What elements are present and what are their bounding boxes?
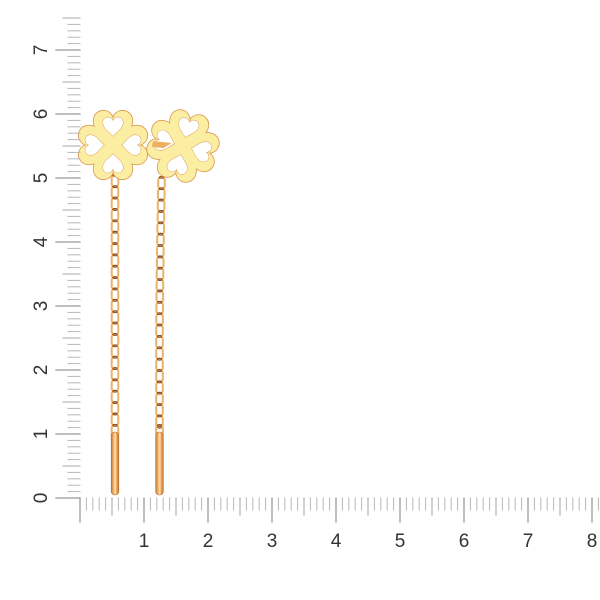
svg-text:2: 2 <box>203 531 214 552</box>
svg-text:6: 6 <box>31 109 52 120</box>
svg-text:5: 5 <box>395 531 406 552</box>
svg-text:0: 0 <box>31 493 52 504</box>
svg-text:8: 8 <box>587 531 598 552</box>
svg-text:5: 5 <box>31 173 52 184</box>
svg-text:2: 2 <box>31 365 52 376</box>
svg-text:4: 4 <box>31 236 52 247</box>
svg-text:4: 4 <box>331 531 342 552</box>
svg-text:1: 1 <box>139 531 150 552</box>
svg-text:3: 3 <box>267 531 278 552</box>
svg-text:7: 7 <box>523 531 534 552</box>
svg-text:7: 7 <box>31 45 52 56</box>
svg-text:1: 1 <box>31 429 52 440</box>
svg-text:3: 3 <box>31 301 52 312</box>
svg-text:6: 6 <box>459 531 470 552</box>
